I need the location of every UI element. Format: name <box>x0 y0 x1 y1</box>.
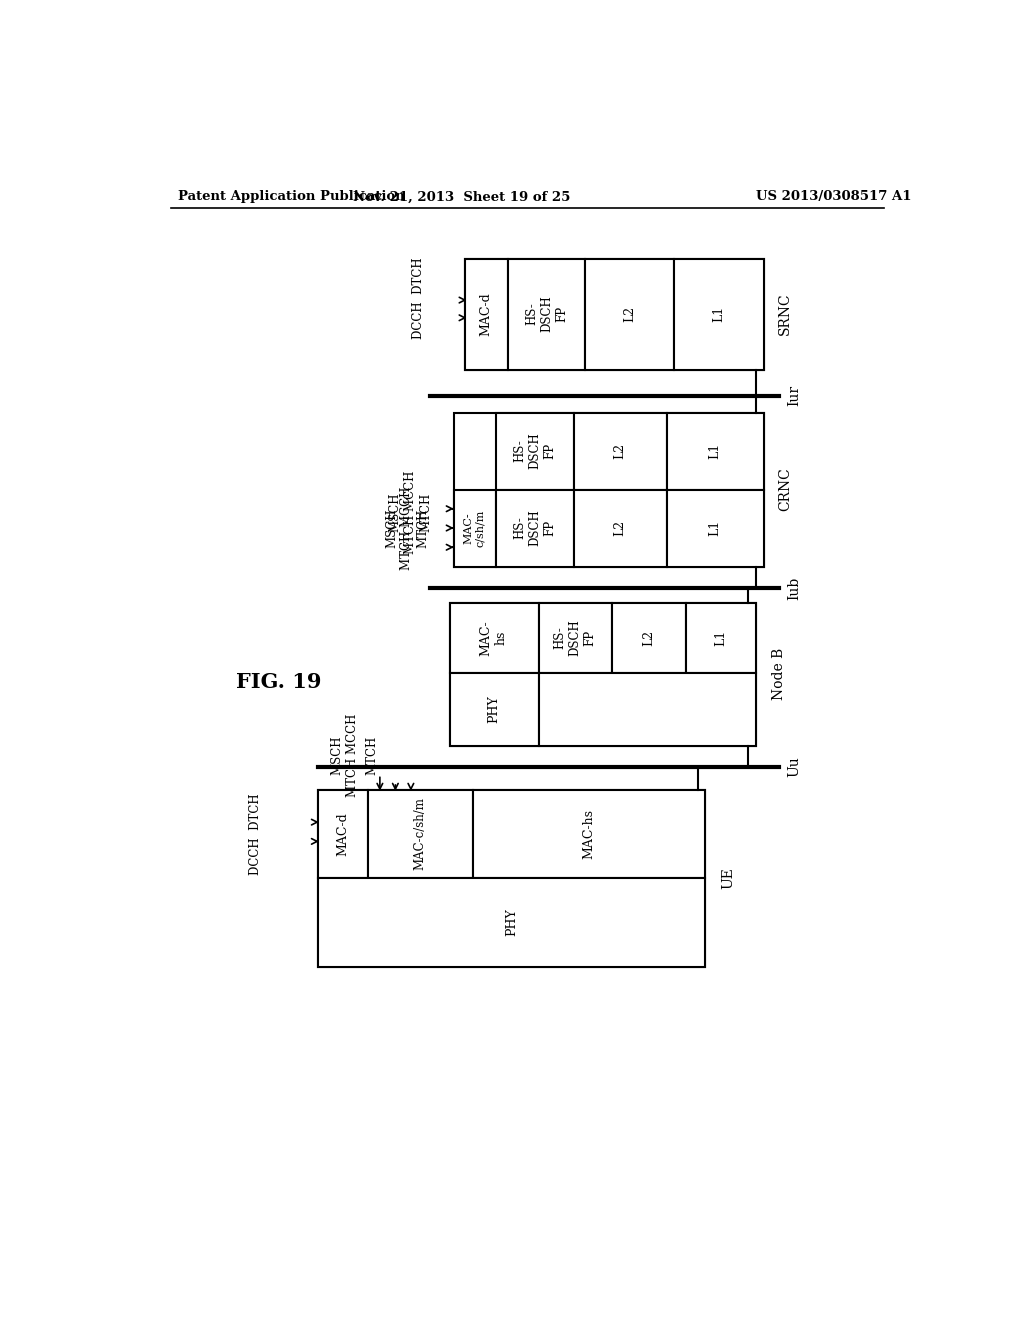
Bar <box>369 789 473 878</box>
Bar <box>667 490 764 566</box>
Text: SRNC: SRNC <box>778 293 793 335</box>
Bar <box>508 259 586 370</box>
Text: L1: L1 <box>709 444 721 459</box>
Bar <box>473 789 706 878</box>
Text: MTCH MCCH: MTCH MCCH <box>404 471 418 554</box>
Text: MAC-c/sh/m: MAC-c/sh/m <box>414 797 427 870</box>
Text: L1: L1 <box>712 306 725 322</box>
Bar <box>496 490 573 566</box>
Text: MAC-
hs: MAC- hs <box>480 620 508 656</box>
Bar <box>317 878 706 966</box>
Text: Patent Application Publication: Patent Application Publication <box>178 190 406 203</box>
Bar <box>667 412 764 490</box>
Text: MTCH MCCH: MTCH MCCH <box>400 486 414 570</box>
Bar <box>465 259 764 370</box>
Bar <box>454 412 764 566</box>
Bar <box>317 789 369 878</box>
Text: HS-
DSCH
FP: HS- DSCH FP <box>513 510 556 546</box>
Bar <box>465 259 508 370</box>
Text: PHY: PHY <box>505 908 518 936</box>
Text: L2: L2 <box>623 306 636 322</box>
Bar <box>450 673 539 746</box>
Text: HS-
DSCH
FP: HS- DSCH FP <box>525 296 568 333</box>
Text: MTCH MCCH: MTCH MCCH <box>346 714 359 797</box>
Bar <box>612 603 686 673</box>
Text: MAC-
c/sh/m: MAC- c/sh/m <box>464 510 485 546</box>
Text: MAC-hs: MAC-hs <box>583 809 596 859</box>
Text: L2: L2 <box>613 520 627 536</box>
Bar <box>573 490 667 566</box>
Bar <box>539 603 612 673</box>
Text: MAC-d: MAC-d <box>479 292 493 335</box>
Bar <box>450 603 756 746</box>
Text: L2: L2 <box>613 444 627 459</box>
Text: MSCH: MSCH <box>389 492 401 532</box>
Bar <box>573 412 667 490</box>
Text: PHY: PHY <box>487 696 501 723</box>
Text: MTCH: MTCH <box>420 492 433 532</box>
Bar <box>675 259 764 370</box>
Bar <box>539 673 756 746</box>
Text: HS-
DSCH
FP: HS- DSCH FP <box>554 619 597 656</box>
Text: L1: L1 <box>715 630 727 647</box>
Bar <box>454 490 496 566</box>
Bar <box>317 789 706 966</box>
Bar <box>586 259 675 370</box>
Text: DCCH  DTCH: DCCH DTCH <box>250 793 262 875</box>
Text: CRNC: CRNC <box>778 467 793 511</box>
Bar <box>496 412 573 490</box>
Text: UE: UE <box>722 867 735 890</box>
Text: MTCH: MTCH <box>366 735 379 775</box>
Text: MSCH: MSCH <box>331 735 344 775</box>
Text: MTCH: MTCH <box>416 508 429 548</box>
Text: MSCH: MSCH <box>385 508 398 548</box>
Bar <box>450 603 539 673</box>
Text: L2: L2 <box>642 630 655 647</box>
Text: FIG. 19: FIG. 19 <box>237 672 322 692</box>
Text: L1: L1 <box>709 520 721 536</box>
Text: Nov. 21, 2013  Sheet 19 of 25: Nov. 21, 2013 Sheet 19 of 25 <box>352 190 570 203</box>
Text: Iur: Iur <box>787 385 802 407</box>
Bar <box>686 603 756 673</box>
Text: HS-
DSCH
FP: HS- DSCH FP <box>513 433 556 470</box>
Text: Iub: Iub <box>787 577 802 599</box>
Text: Uu: Uu <box>787 756 802 777</box>
Text: MAC-d: MAC-d <box>336 812 349 855</box>
Text: US 2013/0308517 A1: US 2013/0308517 A1 <box>756 190 911 203</box>
Text: Node B: Node B <box>772 648 786 701</box>
Text: DCCH  DTCH: DCCH DTCH <box>412 257 425 339</box>
